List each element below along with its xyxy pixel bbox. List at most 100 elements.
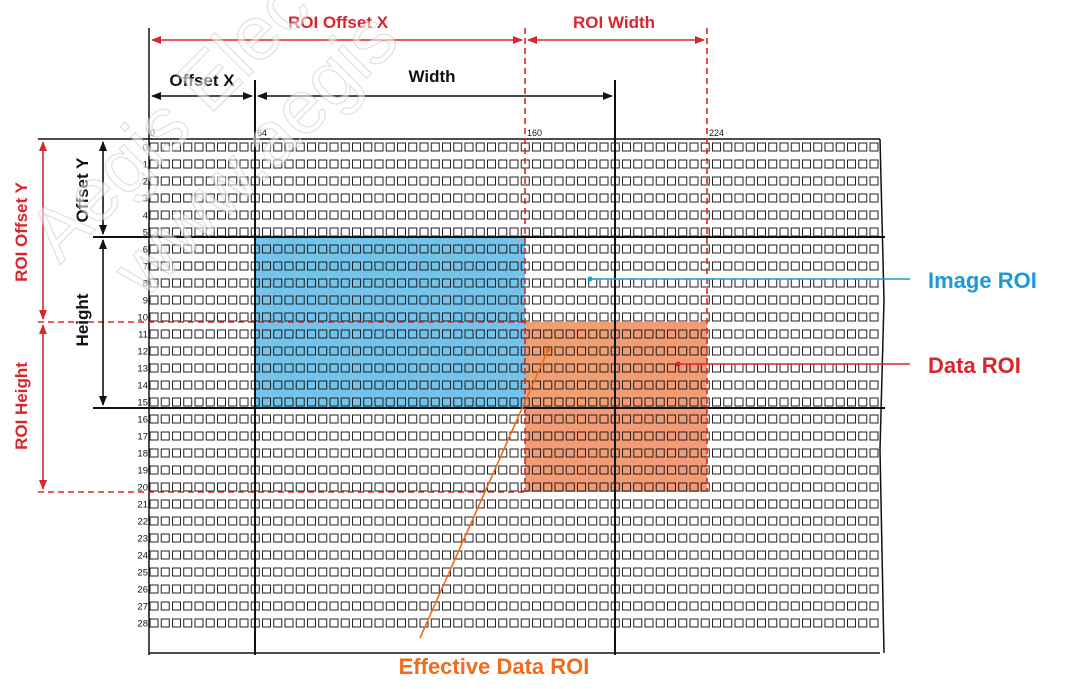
pixel-cell	[160, 193, 170, 203]
pixel-cell	[374, 618, 384, 628]
pixel-cell	[554, 363, 564, 373]
pixel-cell	[644, 261, 654, 271]
pixel-cell	[712, 159, 721, 169]
pixel-cell	[779, 261, 789, 271]
pixel-cell	[520, 499, 530, 509]
pixel-cell	[835, 567, 845, 577]
pixel-cell	[340, 363, 350, 373]
pixel-cell	[217, 312, 226, 322]
pixel-cell	[228, 329, 238, 339]
pixel-cell	[352, 397, 361, 407]
row-label: 28	[137, 619, 148, 630]
pixel-cell	[183, 176, 193, 186]
pixel-cell	[194, 601, 204, 611]
pixel-cell	[453, 499, 463, 509]
pixel-cell	[824, 363, 834, 373]
pixel-cell	[655, 516, 665, 526]
pixel-cell	[689, 482, 699, 492]
pixel-cell	[385, 533, 395, 543]
pixel-cell	[442, 567, 451, 577]
pixel-cell	[520, 516, 530, 526]
pixel-cell	[824, 227, 834, 237]
pixel-cell	[824, 431, 834, 441]
pixel-cell	[565, 601, 575, 611]
pixel-cell	[442, 329, 451, 339]
pixel-cell	[847, 261, 856, 271]
pixel-cell	[340, 346, 350, 356]
pixel-cell	[622, 159, 631, 169]
pixel-cell	[577, 159, 586, 169]
pixel-cell	[667, 227, 676, 237]
pixel-cell	[419, 193, 429, 203]
pixel-cell	[329, 295, 339, 305]
pixel-cell	[217, 567, 226, 577]
pixel-cell	[307, 363, 316, 373]
pixel-cell	[869, 516, 879, 526]
pixel-cell	[824, 329, 834, 339]
pixel-cell	[340, 584, 350, 594]
pixel-cell	[779, 499, 789, 509]
pixel-cell	[745, 465, 755, 475]
pixel-cell	[239, 448, 249, 458]
pixel-cell	[419, 261, 429, 271]
pixel-cell	[678, 142, 688, 152]
pixel-cell	[318, 329, 328, 339]
pixel-cell	[442, 482, 451, 492]
pixel-cell	[295, 261, 305, 271]
pixel-cell	[723, 312, 733, 322]
pixel-cell	[622, 193, 631, 203]
pixel-cell	[689, 142, 699, 152]
pixel-cell	[160, 142, 170, 152]
pixel-cell	[239, 567, 249, 577]
pixel-cell	[577, 380, 586, 390]
pixel-cell	[205, 465, 215, 475]
pixel-cell	[239, 414, 249, 424]
pixel-cell	[655, 482, 665, 492]
pixel-cell	[813, 533, 823, 543]
pixel-cell	[779, 142, 789, 152]
pixel-cell	[678, 346, 688, 356]
pixel-cell	[802, 142, 811, 152]
pixel-cell	[352, 142, 361, 152]
pixel-cell	[689, 567, 699, 577]
pixel-cell	[273, 363, 283, 373]
pixel-cell	[700, 193, 710, 203]
pixel-cell	[442, 499, 451, 509]
pixel-cell	[205, 363, 215, 373]
pixel-cell	[363, 261, 373, 271]
pixel-cell	[183, 193, 193, 203]
pixel-cell	[419, 397, 429, 407]
pixel-cell	[734, 550, 744, 560]
pixel-cell	[565, 244, 575, 254]
pixel-cell	[205, 193, 215, 203]
pixel-cell	[385, 312, 395, 322]
pixel-cell	[622, 550, 631, 560]
pixel-cell	[790, 431, 800, 441]
pixel-cell	[667, 601, 676, 611]
pixel-cell	[430, 584, 440, 594]
pixel-cell	[295, 533, 305, 543]
pixel-cell	[655, 261, 665, 271]
pixel-cell	[419, 618, 429, 628]
pixel-cell	[430, 516, 440, 526]
pixel-cell	[239, 465, 249, 475]
pixel-cell	[790, 176, 800, 186]
pixel-cell	[262, 448, 271, 458]
pixel-cell	[284, 516, 294, 526]
pixel-cell	[588, 261, 598, 271]
pixel-cell	[318, 278, 328, 288]
pixel-cell	[723, 363, 733, 373]
pixel-cell	[307, 448, 316, 458]
pixel-cell	[565, 550, 575, 560]
pixel-cell	[532, 533, 541, 543]
pixel-cell	[689, 499, 699, 509]
pixel-cell	[554, 312, 564, 322]
pixel-cell	[689, 533, 699, 543]
pixel-cell	[149, 516, 159, 526]
pixel-cell	[374, 533, 384, 543]
pixel-cell	[599, 159, 609, 169]
pixel-cell	[273, 176, 283, 186]
pixel-cell	[745, 295, 755, 305]
pixel-cell	[363, 499, 373, 509]
pixel-cell	[149, 567, 159, 577]
